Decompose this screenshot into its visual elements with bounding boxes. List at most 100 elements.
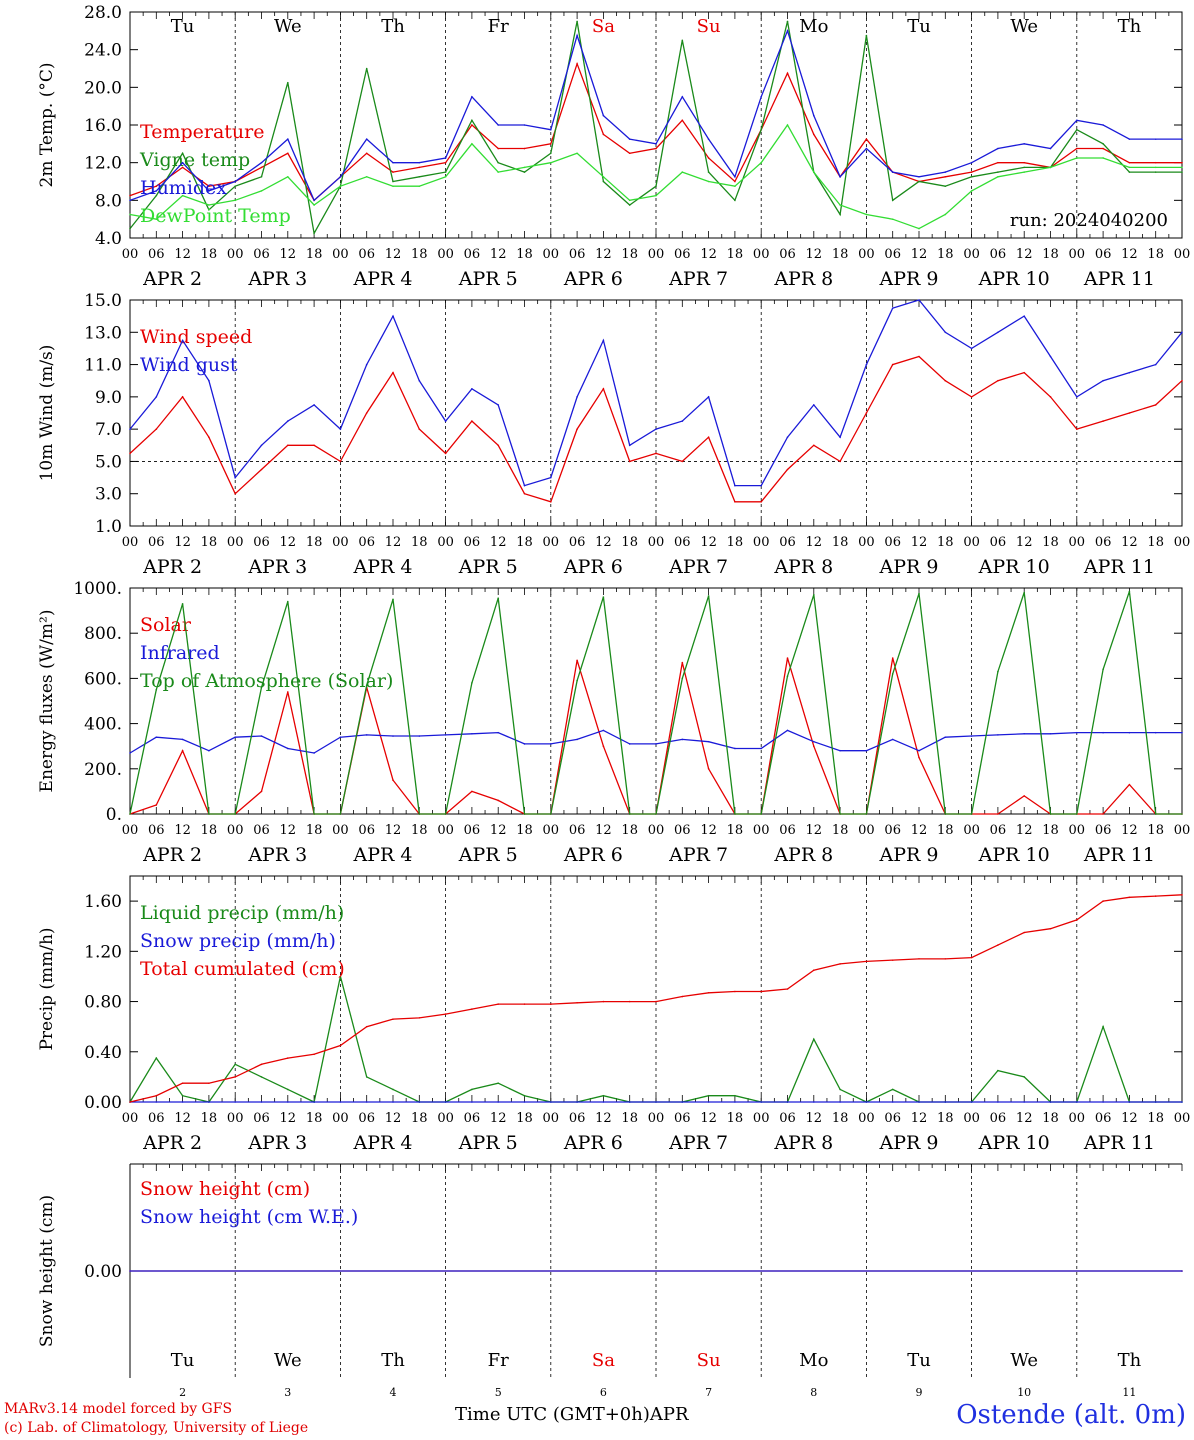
data-point: [1128, 783, 1131, 786]
hour-tick-label: 12: [174, 823, 191, 838]
hour-tick-label: 18: [1147, 1111, 1164, 1126]
y-tick-label: 0.00: [84, 1093, 122, 1113]
data-point: [655, 452, 657, 455]
date-label: APR 9: [879, 268, 939, 290]
data-point: [208, 208, 210, 211]
data-point: [602, 339, 605, 342]
data-point: [602, 745, 605, 747]
data-point: [1181, 813, 1183, 815]
data-point: [602, 387, 605, 390]
data-point: [1128, 896, 1131, 899]
y-tick-label: 16.0: [84, 116, 122, 136]
data-point: [287, 691, 289, 693]
data-point: [839, 1088, 841, 1091]
data-point: [392, 180, 394, 183]
hour-tick-label: 18: [937, 1111, 954, 1126]
data-point: [1076, 128, 1078, 131]
data-point: [392, 185, 394, 188]
data-point: [918, 756, 920, 759]
station-name: Ostende (alt. 0m): [956, 1400, 1186, 1430]
hour-tick-label: 12: [1016, 247, 1033, 262]
data-point: [1076, 147, 1078, 150]
hour-tick-label: 18: [1147, 823, 1164, 838]
data-point: [339, 736, 342, 738]
data-point: [1128, 166, 1131, 169]
date-label: APR 11: [1083, 268, 1155, 290]
data-point: [181, 339, 184, 342]
data-point: [707, 1101, 710, 1103]
hour-tick-label: 06: [358, 535, 375, 550]
hour-tick-label: 18: [727, 823, 744, 838]
data-point: [550, 813, 552, 815]
data-point: [970, 347, 973, 350]
y-tick-label: 200.: [84, 760, 122, 780]
data-point: [891, 657, 894, 659]
hour-tick-label: 00: [227, 535, 244, 550]
weekday-label: Fr: [488, 1350, 509, 1371]
data-point: [471, 119, 473, 122]
data-point: [891, 363, 894, 366]
hour-tick-label: 00: [122, 247, 139, 262]
hour-tick-label: 06: [569, 535, 586, 550]
weekday-label: We: [274, 16, 302, 37]
data-point: [129, 752, 131, 754]
data-point: [1023, 1101, 1025, 1103]
data-point: [287, 444, 289, 447]
hour-tick-label: 12: [385, 247, 402, 262]
data-point: [497, 1101, 500, 1103]
hour-tick-label: 18: [621, 823, 638, 838]
hour-tick-label: 00: [332, 823, 349, 838]
hour-tick-label: 18: [832, 535, 849, 550]
data-point: [471, 420, 473, 422]
hour-tick-label: 06: [148, 823, 165, 838]
data-point: [918, 592, 920, 595]
data-point: [707, 595, 710, 597]
y-tick-label: 12.0: [84, 154, 122, 174]
legend-entry: Wind gust: [140, 354, 238, 376]
data-point: [365, 1101, 368, 1103]
data-point: [813, 444, 815, 447]
hour-tick-label: 18: [516, 823, 533, 838]
data-point: [550, 743, 552, 745]
hour-tick-label: 18: [727, 247, 744, 262]
hour-tick-label: 12: [385, 1111, 402, 1126]
date-label: APR 7: [668, 1132, 728, 1154]
data-point: [813, 740, 815, 743]
data-point: [339, 1044, 342, 1047]
data-point: [760, 95, 762, 98]
day-number-label: 11: [1122, 1386, 1136, 1399]
date-label: APR 8: [773, 268, 833, 290]
data-point: [918, 227, 920, 230]
data-point: [444, 171, 447, 173]
data-point: [576, 20, 578, 23]
data-point: [944, 379, 947, 382]
data-point: [997, 734, 999, 736]
data-point: [891, 1101, 894, 1103]
data-point: [181, 166, 184, 169]
model-name: MARv3.14 model forced by GFS: [4, 1401, 233, 1417]
data-point: [707, 991, 710, 994]
day-number-label: 10: [1017, 1386, 1031, 1399]
data-point: [760, 990, 762, 993]
data-point: [497, 444, 500, 447]
y-axis-title: Snow height (cm): [37, 1195, 57, 1347]
data-point: [1049, 166, 1052, 169]
hour-tick-label: 18: [937, 535, 954, 550]
hour-tick-label: 06: [148, 1111, 165, 1126]
data-point: [155, 190, 158, 192]
data-point: [839, 436, 841, 439]
data-point: [339, 428, 342, 430]
hour-tick-label: 18: [516, 1111, 533, 1126]
data-point: [339, 175, 342, 178]
date-label: APR 3: [247, 556, 307, 578]
data-point: [523, 124, 526, 126]
data-point: [181, 1101, 184, 1103]
data-point: [813, 1038, 815, 1041]
lab-credit: (c) Lab. of Climatology, University of L…: [4, 1420, 309, 1436]
data-point: [707, 396, 710, 398]
data-point: [681, 95, 684, 98]
data-point: [1023, 171, 1025, 173]
date-label: APR 3: [247, 844, 307, 866]
day-number-label: 8: [810, 1386, 817, 1399]
data-point: [602, 1101, 605, 1103]
